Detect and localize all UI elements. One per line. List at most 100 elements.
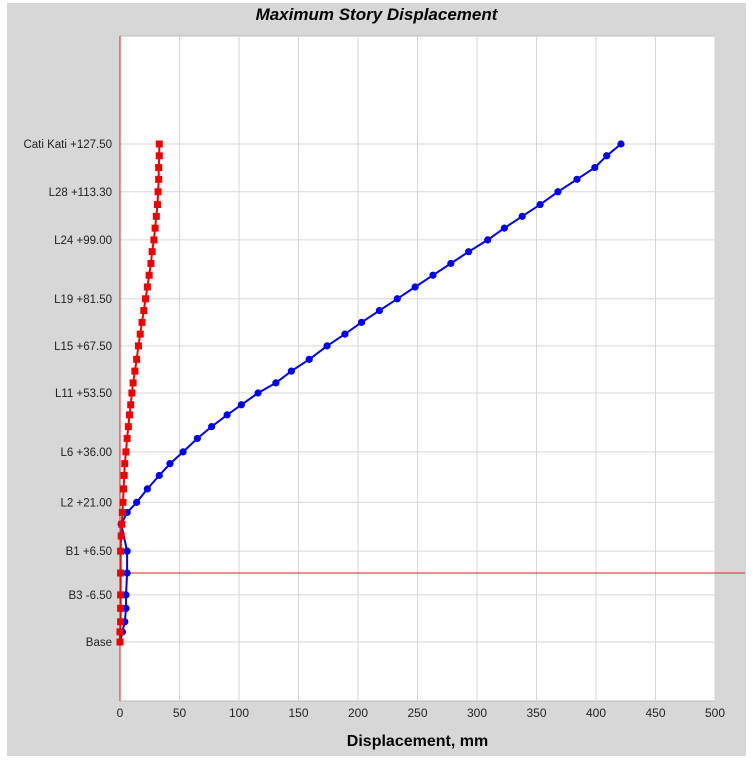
y-tick-label: B3 -6.50 — [69, 590, 112, 602]
y-tick-label: L19 +81.50 — [54, 294, 112, 306]
series-1-point — [447, 259, 455, 268]
series-2-point — [152, 212, 160, 220]
series-2-point — [121, 460, 129, 468]
series-2-point — [128, 389, 136, 397]
series-2-point — [155, 140, 163, 148]
series-1-point — [122, 591, 130, 599]
x-tick-label: 450 — [645, 706, 665, 720]
series-1-point — [411, 283, 419, 291]
series-2-point — [129, 379, 137, 387]
series-2-point — [117, 569, 125, 577]
series-2-point — [117, 547, 125, 555]
series-2-point — [118, 508, 126, 516]
series-1-point — [603, 152, 611, 160]
series-1-point — [375, 306, 384, 315]
series-1-point — [287, 367, 295, 375]
series-2-point — [134, 342, 142, 350]
series-2-point — [150, 236, 158, 244]
x-tick-label: 350 — [526, 706, 546, 720]
series-2-point — [131, 367, 139, 375]
x-tick-label: 500 — [705, 706, 725, 720]
y-tick-label: L11 +53.50 — [55, 388, 112, 400]
y-axis-ticks: Cati Kati +127.50 L28 +113.30 L24 +99.00 L1… — [23, 139, 112, 649]
series-1-point — [133, 498, 141, 506]
y-tick-label: L24 +99.00 — [54, 235, 112, 247]
series-2-point — [118, 520, 126, 528]
y-tick-label: L6 +36.00 — [61, 447, 112, 459]
series-1-point — [179, 448, 187, 456]
series-2-point — [117, 604, 125, 612]
series-1-point — [237, 401, 245, 409]
series-2-point — [142, 295, 150, 303]
series-1-point — [518, 212, 526, 220]
series-1-point — [617, 140, 625, 148]
series-1-point — [573, 175, 581, 183]
chart-title: Maximum Story Displacement — [255, 5, 498, 24]
series-1-point — [323, 342, 331, 350]
series-1-point — [536, 200, 544, 209]
series-2-point — [122, 448, 130, 456]
x-tick-label: 50 — [173, 706, 187, 720]
y-tick-label: L2 +21.00 — [61, 497, 112, 509]
series-2-point — [154, 188, 162, 196]
y-tick-label: L28 +113.30 — [49, 187, 112, 199]
series-1-point — [166, 460, 174, 468]
series-1-point — [484, 236, 492, 244]
series-2-point — [155, 164, 163, 172]
x-tick-label: 250 — [407, 706, 427, 720]
series-2-point — [147, 259, 155, 267]
series-1-point — [223, 411, 231, 419]
series-1-point — [272, 379, 280, 387]
series-1-point — [341, 330, 349, 338]
x-tick-label: 300 — [467, 706, 487, 720]
series-2-point — [148, 248, 156, 256]
series-2-point — [155, 152, 163, 160]
series-1-point — [155, 471, 163, 480]
series-1-point — [465, 248, 473, 256]
series-1-point — [554, 188, 562, 196]
series-2-point — [126, 411, 134, 419]
series-2-point — [143, 283, 151, 291]
series-2-point — [117, 591, 125, 599]
series-1-point — [123, 569, 131, 577]
series-1-point — [429, 271, 437, 279]
series-2-point — [116, 638, 124, 646]
x-tick-label: 400 — [586, 706, 606, 720]
y-tick-label: Base — [86, 637, 112, 649]
y-tick-label: Cati Kati +127.50 — [23, 139, 112, 151]
series-1-point — [500, 224, 508, 232]
series-2-point — [116, 628, 124, 636]
series — [116, 140, 625, 646]
y-tick-label: B1 +6.50 — [66, 546, 112, 558]
series-2-point — [153, 201, 161, 209]
series-1-point — [143, 485, 151, 493]
series-1-point — [305, 355, 313, 363]
x-tick-label: 0 — [117, 706, 124, 720]
series-2-point — [133, 355, 141, 363]
series-2-point — [117, 618, 125, 626]
series-1-point — [122, 604, 130, 612]
series-1-point — [123, 547, 131, 555]
series-1-point — [591, 163, 599, 172]
series-1-point — [393, 295, 401, 303]
series-2-point — [151, 224, 159, 232]
series-2-point — [124, 423, 132, 431]
series-2-point — [140, 307, 148, 315]
series-2-point — [136, 330, 144, 338]
grid — [120, 36, 716, 701]
series-2-point — [155, 175, 163, 183]
series-1-point — [208, 423, 216, 431]
series-2-point — [117, 532, 125, 540]
series-2-point — [127, 401, 135, 409]
series-2-point — [123, 434, 131, 442]
series-2-point — [138, 318, 146, 326]
series-2-point — [119, 498, 127, 506]
series-2-point — [145, 271, 153, 279]
x-tick-label: 150 — [288, 706, 308, 720]
x-axis-label: Displacement, mm — [346, 733, 489, 750]
y-tick-label: L15 +67.50 — [54, 341, 112, 353]
x-tick-label: 200 — [348, 706, 368, 720]
series-1-point — [193, 434, 201, 443]
series-2-point — [120, 471, 128, 479]
